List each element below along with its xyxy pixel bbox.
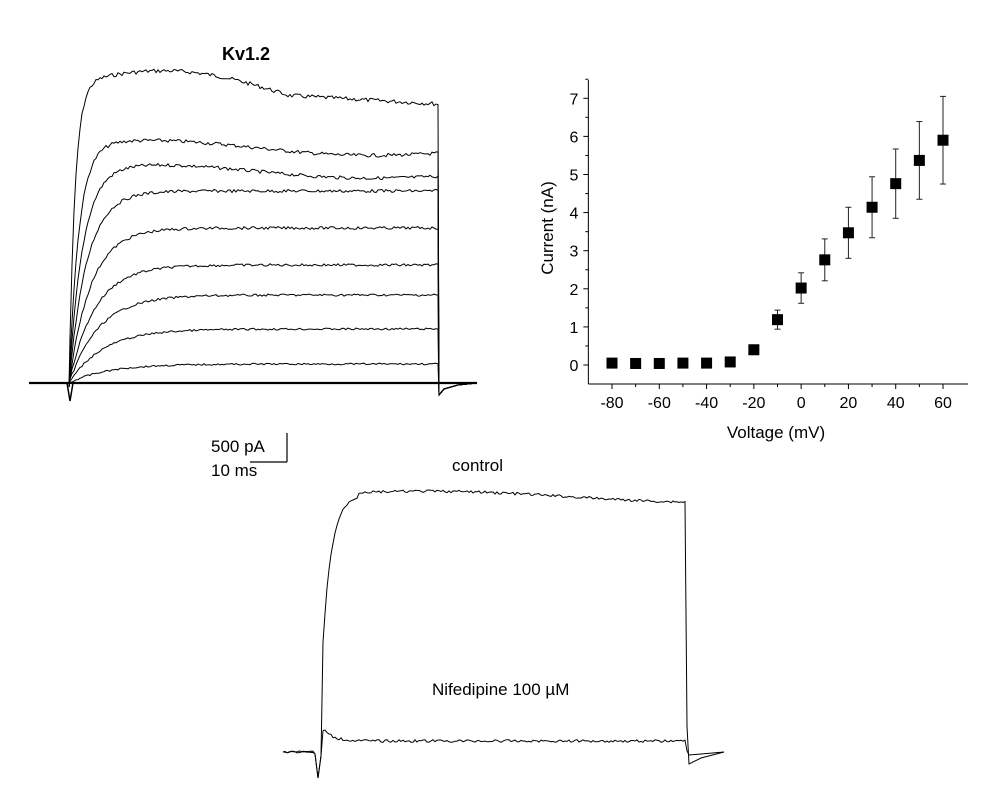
svg-text:2: 2: [569, 282, 578, 299]
nifedipine-comparison-traces: [282, 489, 725, 779]
data-point: [606, 357, 618, 369]
control-trace-label: control: [452, 456, 504, 475]
data-point: [653, 357, 665, 369]
scale-bar-current-label: 500 pA: [211, 437, 265, 456]
kv12-current-traces: [29, 68, 478, 402]
x-axis-label: Voltage (mV): [727, 423, 825, 442]
svg-text:-20: -20: [742, 395, 765, 412]
svg-text:20: 20: [840, 395, 858, 412]
iv-data-points: [606, 95, 949, 369]
iv-tick-labels: -80 -60 -40 -20 0 20 40 60 0 1 2 3 4 5 6 7: [569, 91, 952, 412]
panel-title: Kv1.2: [222, 44, 271, 64]
control-trace: [282, 489, 725, 779]
data-point: [677, 357, 689, 369]
svg-text:0: 0: [797, 395, 806, 412]
data-point: [772, 314, 783, 326]
svg-text:6: 6: [569, 129, 578, 146]
data-point: [913, 154, 925, 166]
svg-text:5: 5: [569, 168, 578, 185]
nifedipine-trace: [282, 729, 725, 779]
data-point: [890, 178, 902, 190]
data-point: [701, 357, 713, 369]
scale-bar: [250, 433, 288, 463]
svg-text:4: 4: [569, 206, 578, 223]
nifedipine-trace-label: Nifedipine 100 µM: [432, 680, 570, 699]
y-axis-label: Current (nA): [538, 181, 557, 275]
svg-text:1: 1: [569, 320, 578, 337]
data-point: [748, 344, 760, 356]
svg-text:-60: -60: [648, 395, 671, 412]
svg-text:40: 40: [887, 395, 905, 412]
data-point: [795, 282, 807, 294]
svg-text:7: 7: [569, 91, 578, 108]
data-point: [937, 134, 949, 146]
data-point: [842, 227, 854, 239]
data-point: [819, 254, 831, 266]
scale-bar-time-label: 10 ms: [211, 461, 258, 480]
iv-plot-axes: [583, 78, 968, 390]
data-point: [724, 356, 736, 368]
svg-text:0: 0: [569, 358, 578, 375]
data-point: [630, 357, 642, 369]
svg-text:3: 3: [569, 244, 578, 261]
data-point: [866, 201, 878, 213]
svg-text:60: 60: [934, 395, 952, 412]
svg-text:-40: -40: [695, 395, 718, 412]
svg-text:-80: -80: [600, 395, 623, 412]
